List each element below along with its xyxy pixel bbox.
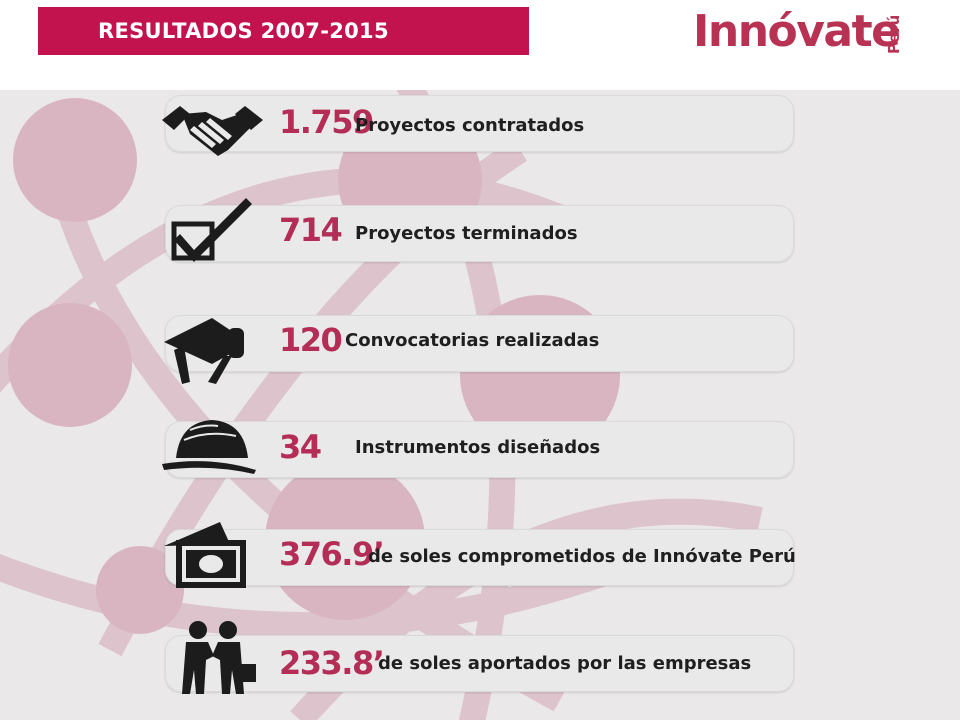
handshake-icon bbox=[162, 106, 263, 156]
background-area bbox=[0, 90, 960, 720]
title-banner: RESULTADOS 2007-2015 bbox=[38, 7, 529, 55]
result-label-committed-soles: de soles comprometidos de Innóvate Perú bbox=[368, 546, 796, 567]
result-label-projects-contracted: Proyectos contratados bbox=[355, 115, 585, 136]
result-number-projects-finished: 714 bbox=[279, 211, 343, 249]
result-label-contributed-soles: de soles aportados por las empresas bbox=[378, 653, 752, 674]
result-number-contributed-soles: 233.8’ bbox=[279, 644, 385, 682]
page-title: RESULTADOS 2007-2015 bbox=[98, 19, 389, 43]
megaphone-icon bbox=[164, 318, 244, 384]
result-number-committed-soles: 376.9’ bbox=[279, 535, 385, 573]
result-card-instruments bbox=[165, 421, 794, 478]
business-handshake-icon bbox=[182, 621, 256, 694]
result-label-projects-finished: Proyectos terminados bbox=[355, 223, 578, 244]
hardhat-icon bbox=[162, 420, 256, 474]
checkbox-icon bbox=[171, 198, 252, 262]
result-label-instruments: Instrumentos diseñados bbox=[355, 437, 601, 458]
background-network-art bbox=[0, 90, 763, 720]
result-card-calls bbox=[165, 315, 794, 372]
result-number-calls: 120 bbox=[279, 321, 343, 359]
innovate-logo: Innóvate Perú bbox=[693, 6, 923, 57]
result-card-committed-soles bbox=[165, 529, 794, 586]
result-card-projects-finished bbox=[165, 205, 794, 262]
result-number-instruments: 34 bbox=[279, 428, 322, 466]
result-card-projects-contracted bbox=[165, 95, 794, 152]
money-icon bbox=[164, 522, 246, 588]
logo-text: Innóvate bbox=[693, 6, 901, 57]
logo-subtext: Perú bbox=[885, 14, 903, 54]
result-number-projects-contracted: 1.759 bbox=[279, 103, 374, 141]
result-card-contributed-soles bbox=[165, 635, 794, 692]
result-label-calls: Convocatorias realizadas bbox=[345, 330, 600, 351]
